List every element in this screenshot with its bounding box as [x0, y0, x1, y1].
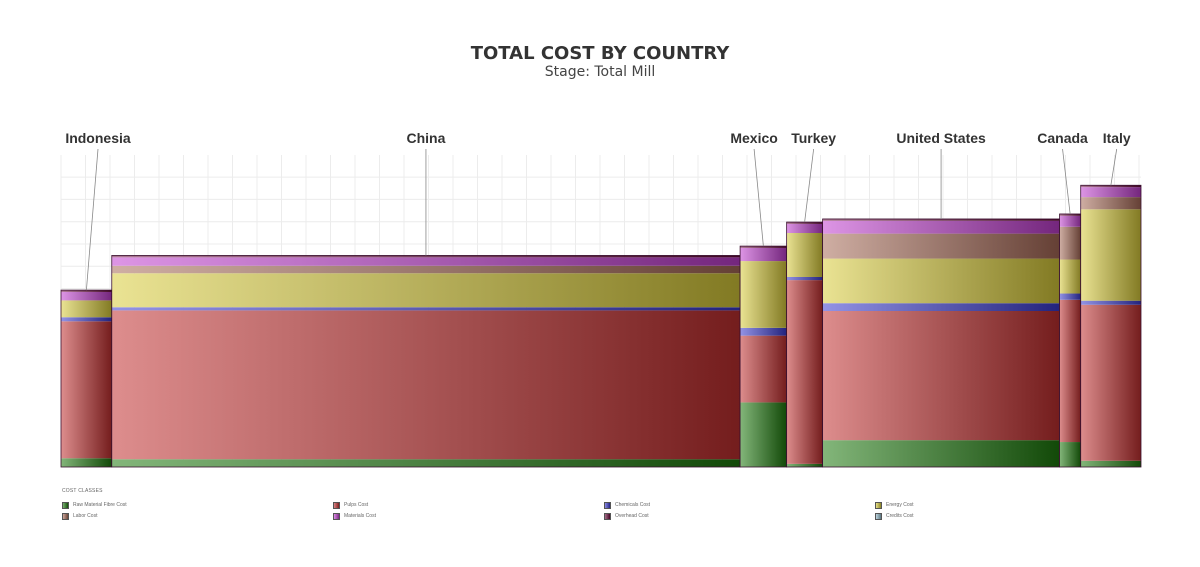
bar-segment-overhead-cost: [1080, 185, 1141, 188]
category-labels: Indonesia China Mexico Turkey United States C…: [65, 130, 1131, 291]
leader-line: [85, 148, 99, 291]
legend-label: Overhead Cost: [615, 513, 649, 519]
bar-segment-chemicals-cost: [1080, 300, 1141, 305]
bar-segment-pulps-cost: [822, 311, 1060, 441]
legend: COST CLASSES Raw Material Fibre Cost Pulp…: [62, 488, 1162, 520]
legend-item: Raw Material Fibre Cost: [62, 501, 333, 509]
legend-item: Energy Cost: [875, 501, 1146, 509]
category-label: Mexico: [730, 130, 777, 146]
leader-line: [753, 148, 764, 247]
bar-segment-overhead-cost: [61, 290, 112, 292]
bar-segment-raw-material-fibre-cost: [822, 440, 1060, 467]
bar-segment-materials-cost: [822, 220, 1060, 234]
bar-segment-energy-cost: [1059, 259, 1081, 294]
legend-swatch: [604, 501, 611, 509]
bar-segment-overhead-cost: [1059, 213, 1081, 216]
bar-segment-raw-material-fibre-cost: [111, 459, 741, 467]
bar-segment-overhead-cost: [740, 246, 787, 248]
legend-label: Pulps Cost: [344, 502, 369, 508]
bar-segment-raw-material-fibre-cost: [1080, 460, 1141, 467]
bar-segment-energy-cost: [61, 300, 112, 318]
bar-segment-labor-cost: [1080, 197, 1141, 210]
legend-item: Pulps Cost: [333, 501, 604, 509]
category-label: China: [406, 130, 445, 146]
bar-segment-overhead-cost: [786, 222, 823, 224]
bar-segment-materials-cost: [1059, 215, 1081, 227]
legend-swatch: [333, 501, 340, 509]
legend-item: Overhead Cost: [604, 512, 875, 520]
bar-segment-materials-cost: [111, 257, 741, 266]
bar-segment-energy-cost: [740, 261, 787, 328]
chart-title: TOTAL COST BY COUNTRY: [470, 43, 730, 64]
category-label: Italy: [1103, 130, 1131, 146]
bar-segment-labor-cost: [822, 233, 1060, 259]
bar-segment-chemicals-cost: [111, 307, 741, 311]
legend-label: Credits Cost: [886, 513, 914, 519]
legend-swatch: [875, 512, 882, 520]
chart-subtitle: Stage: Total Mill: [544, 64, 656, 80]
leader-line: [804, 148, 815, 223]
bar-indonesia: [60, 289, 113, 468]
bar-segment-energy-cost: [111, 273, 741, 308]
bar-segment-pulps-cost: [61, 321, 112, 459]
bar-segment-chemicals-cost: [740, 327, 787, 336]
bar-segment-overhead-cost: [822, 218, 1060, 221]
bar-segment-materials-cost: [740, 247, 787, 262]
bar-turkey: [786, 221, 824, 468]
bar-segment-chemicals-cost: [786, 276, 823, 281]
bar-italy: [1080, 184, 1142, 468]
category-label: Turkey: [791, 130, 836, 146]
category-label: Canada: [1037, 130, 1088, 146]
legend-item: Labor Cost: [62, 512, 333, 520]
bar-segment-raw-material-fibre-cost: [1059, 442, 1081, 467]
bar-segment-labor-cost: [1059, 226, 1081, 260]
legend-label: Labor Cost: [73, 513, 98, 519]
legend-grid: Raw Material Fibre Cost Pulps Cost Chemica…: [62, 501, 1162, 520]
bar-segment-energy-cost: [822, 258, 1060, 304]
bar-segment-raw-material-fibre-cost: [786, 463, 823, 467]
category-label: United States: [896, 130, 986, 146]
legend-swatch: [62, 501, 69, 509]
bar-segment-materials-cost: [1080, 187, 1141, 198]
legend-swatch: [875, 501, 882, 509]
bar-segment-pulps-cost: [740, 335, 787, 403]
bar-segment-energy-cost: [786, 233, 823, 277]
bar-segment-pulps-cost: [786, 280, 823, 464]
bar-segment-overhead-cost: [111, 255, 741, 258]
leader-line: [1110, 148, 1118, 186]
bar-segment-materials-cost: [61, 291, 112, 301]
bar-segment-pulps-cost: [111, 310, 741, 460]
legend-label: Chemicals Cost: [615, 502, 651, 508]
legend-label: Raw Material Fibre Cost: [73, 502, 127, 508]
bar-segment-pulps-cost: [1059, 299, 1081, 443]
bar-segment-raw-material-fibre-cost: [740, 402, 787, 467]
legend-swatch: [604, 512, 611, 520]
bar-segment-materials-cost: [786, 223, 823, 233]
legend-label: Energy Cost: [886, 502, 914, 508]
bar-segment-chemicals-cost: [61, 317, 112, 322]
legend-item: Credits Cost: [875, 512, 1146, 520]
legend-label: Materials Cost: [344, 513, 376, 519]
legend-swatch: [333, 512, 340, 520]
legend-item: Chemicals Cost: [604, 501, 875, 509]
bar-mexico: [739, 245, 788, 468]
bar-segment-chemicals-cost: [822, 303, 1060, 311]
legend-item: Materials Cost: [333, 512, 604, 520]
bar-segment-raw-material-fibre-cost: [61, 458, 112, 467]
leader-line: [1062, 148, 1071, 215]
bars: [60, 184, 1142, 468]
legend-swatch: [62, 512, 69, 520]
bar-segment-labor-cost: [111, 265, 741, 274]
bar-united-states: [822, 218, 1060, 468]
category-label: Indonesia: [65, 130, 131, 146]
bar-china: [111, 255, 741, 468]
legend-title: COST CLASSES: [62, 488, 103, 494]
bar-segment-chemicals-cost: [1059, 293, 1081, 300]
bar-segment-energy-cost: [1080, 209, 1141, 301]
bar-canada: [1059, 213, 1082, 468]
bar-segment-pulps-cost: [1080, 304, 1141, 461]
